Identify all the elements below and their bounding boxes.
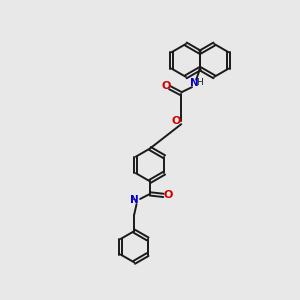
Text: H: H <box>196 78 203 87</box>
Text: O: O <box>163 190 172 200</box>
Text: H: H <box>130 196 137 205</box>
Text: N: N <box>130 196 138 206</box>
Text: N: N <box>190 78 199 88</box>
Text: O: O <box>161 81 171 91</box>
Text: O: O <box>171 116 181 127</box>
